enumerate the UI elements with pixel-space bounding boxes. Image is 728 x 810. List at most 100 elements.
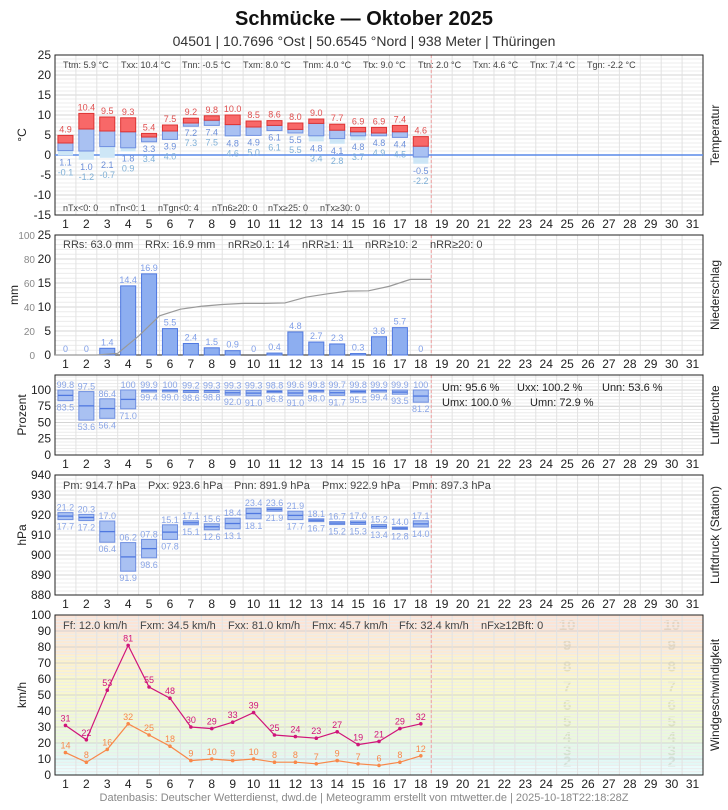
tground-label: 7.3 [185, 138, 198, 148]
x-tick-label: 23 [519, 217, 533, 231]
precip-label: 2.4 [185, 332, 198, 342]
x-tick-label: 25 [560, 457, 574, 471]
max-label: 21.2 [57, 503, 75, 513]
mean-wind-point [189, 758, 193, 763]
tmin-label: 1.1 [59, 157, 72, 167]
y-tick-label: 5 [44, 128, 51, 142]
max-label: 97.5 [78, 382, 96, 392]
panel-frame [54, 374, 704, 456]
precip-bar [308, 341, 325, 356]
x-tick-label: 22 [498, 597, 512, 611]
tmax-label: 9.3 [122, 107, 135, 117]
stat-label: Fxx: 81.0 km/h [228, 620, 300, 632]
min-label: 12.8 [391, 531, 409, 541]
y-tick-label: 25 [38, 48, 52, 62]
beaufort-label: 4 [667, 729, 676, 746]
min-temp-bar [99, 130, 116, 148]
stat-label: Pxx: 923.6 hPa [148, 480, 223, 492]
y-tick-label: 90 [38, 624, 52, 638]
precip-label: 0 [63, 344, 68, 354]
max-label: 99.8 [57, 380, 75, 390]
min-label: 99.4 [140, 392, 158, 402]
x-tick-label: 7 [188, 357, 195, 371]
y-tick-label: 50 [38, 415, 52, 429]
tmin-label: 3.3 [143, 144, 156, 154]
min-label: 12.6 [203, 532, 221, 542]
stat-label: Fmx: 45.7 km/h [312, 620, 388, 632]
max-temp-bar [78, 112, 95, 130]
x-tick-label: 25 [560, 597, 574, 611]
tmin-label: 4.4 [394, 139, 407, 149]
max-label: 07.8 [140, 529, 158, 539]
x-tick-label: 20 [456, 597, 470, 611]
beaufort-label: 7 [563, 678, 571, 695]
stat-label: Ttn: 2.0 °C [418, 60, 462, 70]
mean-wind-label: 32 [123, 712, 133, 722]
x-tick-label: 22 [498, 357, 512, 371]
precip-label: 4.8 [289, 321, 302, 331]
x-tick-label: 25 [560, 777, 574, 791]
min-label: 99.4 [370, 392, 388, 402]
max-label: 23.4 [245, 498, 263, 508]
tground-label: -0.7 [100, 170, 116, 180]
x-tick-label: 21 [477, 357, 491, 371]
x-tick-label: 15 [351, 217, 365, 231]
x-tick-label: 21 [477, 217, 491, 231]
min-temp-bar [78, 128, 95, 152]
y-tick-label: 25 [38, 432, 52, 446]
x-tick-label: 8 [208, 777, 215, 791]
gust-label: 21 [374, 729, 384, 739]
cumulative-tick-label: 60 [24, 279, 36, 290]
stat-label: nTx<0: 0 [63, 203, 98, 213]
x-tick-label: 18 [414, 597, 428, 611]
stat-label: nRR≥0.1: 14 [228, 239, 290, 251]
mean-wind-point [209, 757, 214, 761]
x-tick-label: 9 [229, 357, 236, 371]
panel-label: Windgeschwindigkeit [708, 638, 722, 751]
max-label: 100 [413, 380, 428, 390]
y-tick-label: 890 [31, 568, 51, 582]
min-label: 81.2 [412, 404, 430, 414]
gust-label: 22 [81, 728, 91, 738]
stat-label: Uxx: 100.2 % [517, 382, 583, 394]
mean-wind-point [377, 763, 381, 768]
max-temp-bar [57, 134, 74, 144]
mean-wind-label: 7 [314, 752, 319, 762]
min-label: 18.1 [245, 521, 263, 531]
y-tick-label: 0 [44, 348, 51, 362]
x-tick-label: 25 [560, 357, 574, 371]
x-tick-label: 18 [414, 217, 428, 231]
tmax-label: 10.0 [224, 104, 242, 114]
mean-wind-point [105, 747, 110, 752]
min-label: 91.0 [287, 398, 305, 408]
max-label: 100 [162, 380, 177, 390]
stat-label: Ttm: 5.9 °C [63, 60, 109, 70]
precip-bar [224, 350, 241, 356]
x-tick-label: 19 [435, 457, 449, 471]
y-tick-label: 930 [31, 488, 51, 502]
x-tick-label: 5 [146, 777, 153, 791]
stat-label: Txn: 4.6 °C [473, 60, 519, 70]
stat-label: Ttx: 9.0 °C [363, 60, 406, 70]
max-label: 17.1 [412, 511, 430, 521]
min-label: 98.6 [140, 560, 158, 570]
beaufort-band [55, 755, 703, 766]
x-tick-label: 2 [83, 777, 90, 791]
tmin-label: 1.0 [80, 162, 93, 172]
y-tick-label: 0 [44, 148, 51, 162]
panel-label: Luftdruck (Station) [708, 486, 722, 584]
tmax-label: 9.8 [206, 105, 219, 115]
x-tick-label: 13 [310, 357, 324, 371]
cumulative-precip-line [55, 278, 432, 356]
stat-label: Um: 95.6 % [442, 382, 500, 394]
stat-label: nTn<0: 1 [110, 203, 146, 213]
y-tick-label: 940 [31, 468, 51, 482]
max-temp-bar [266, 120, 283, 126]
min-temp-bar [287, 128, 304, 134]
x-tick-label: 11 [268, 357, 281, 371]
min-label: 06.4 [98, 544, 116, 554]
y-tick-label: 70 [38, 656, 52, 670]
x-tick-label: 23 [519, 457, 533, 471]
gust-point [251, 710, 256, 715]
min-label: 98.0 [308, 393, 326, 403]
